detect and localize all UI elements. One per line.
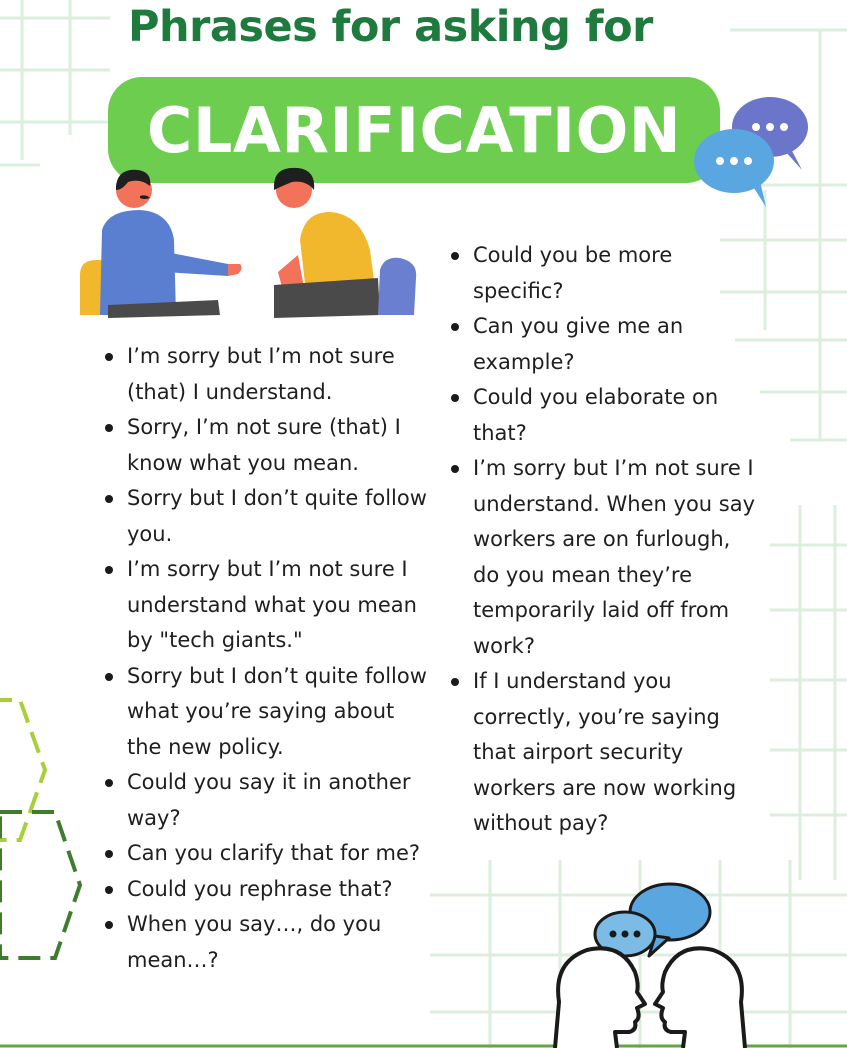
page-title: Phrases for asking for [128,2,653,52]
two-people-talking-illustration [80,167,417,318]
phrase-item: Could you be more specific? [451,238,761,309]
clarification-banner: CLARIFICATION [108,77,720,183]
phrase-item: I’m sorry but I’m not sure (that) I unde… [105,339,435,410]
banner-text: CLARIFICATION [146,93,682,167]
phrase-item: Could you say it in another way? [105,765,435,836]
phrase-item: Could you elaborate on that? [451,380,761,451]
phrase-item: Sorry but I don’t quite follow you. [105,481,435,552]
phrases-list-right: Could you be more specific? Can you give… [451,238,761,842]
phrase-item: Can you give me an example? [451,309,761,380]
phrase-item: Can you clarify that for me? [105,836,435,872]
phrases-list-left: I’m sorry but I’m not sure (that) I unde… [105,339,435,978]
phrase-item: Sorry, I’m not sure (that) I know what y… [105,410,435,481]
phrase-item: Sorry but I don’t quite follow what you’… [105,659,435,766]
phrase-item: When you say…, do you mean…? [105,907,435,978]
two-heads-speech-icon [553,882,747,1048]
chat-bubbles-icon [694,97,808,207]
phrase-item: Could you rephrase that? [105,872,435,908]
phrase-item: If I understand you correctly, you’re sa… [451,664,761,842]
phrase-item: I’m sorry but I’m not sure I understand … [105,552,435,659]
phrase-item: I’m sorry but I’m not sure I understand.… [451,451,761,664]
